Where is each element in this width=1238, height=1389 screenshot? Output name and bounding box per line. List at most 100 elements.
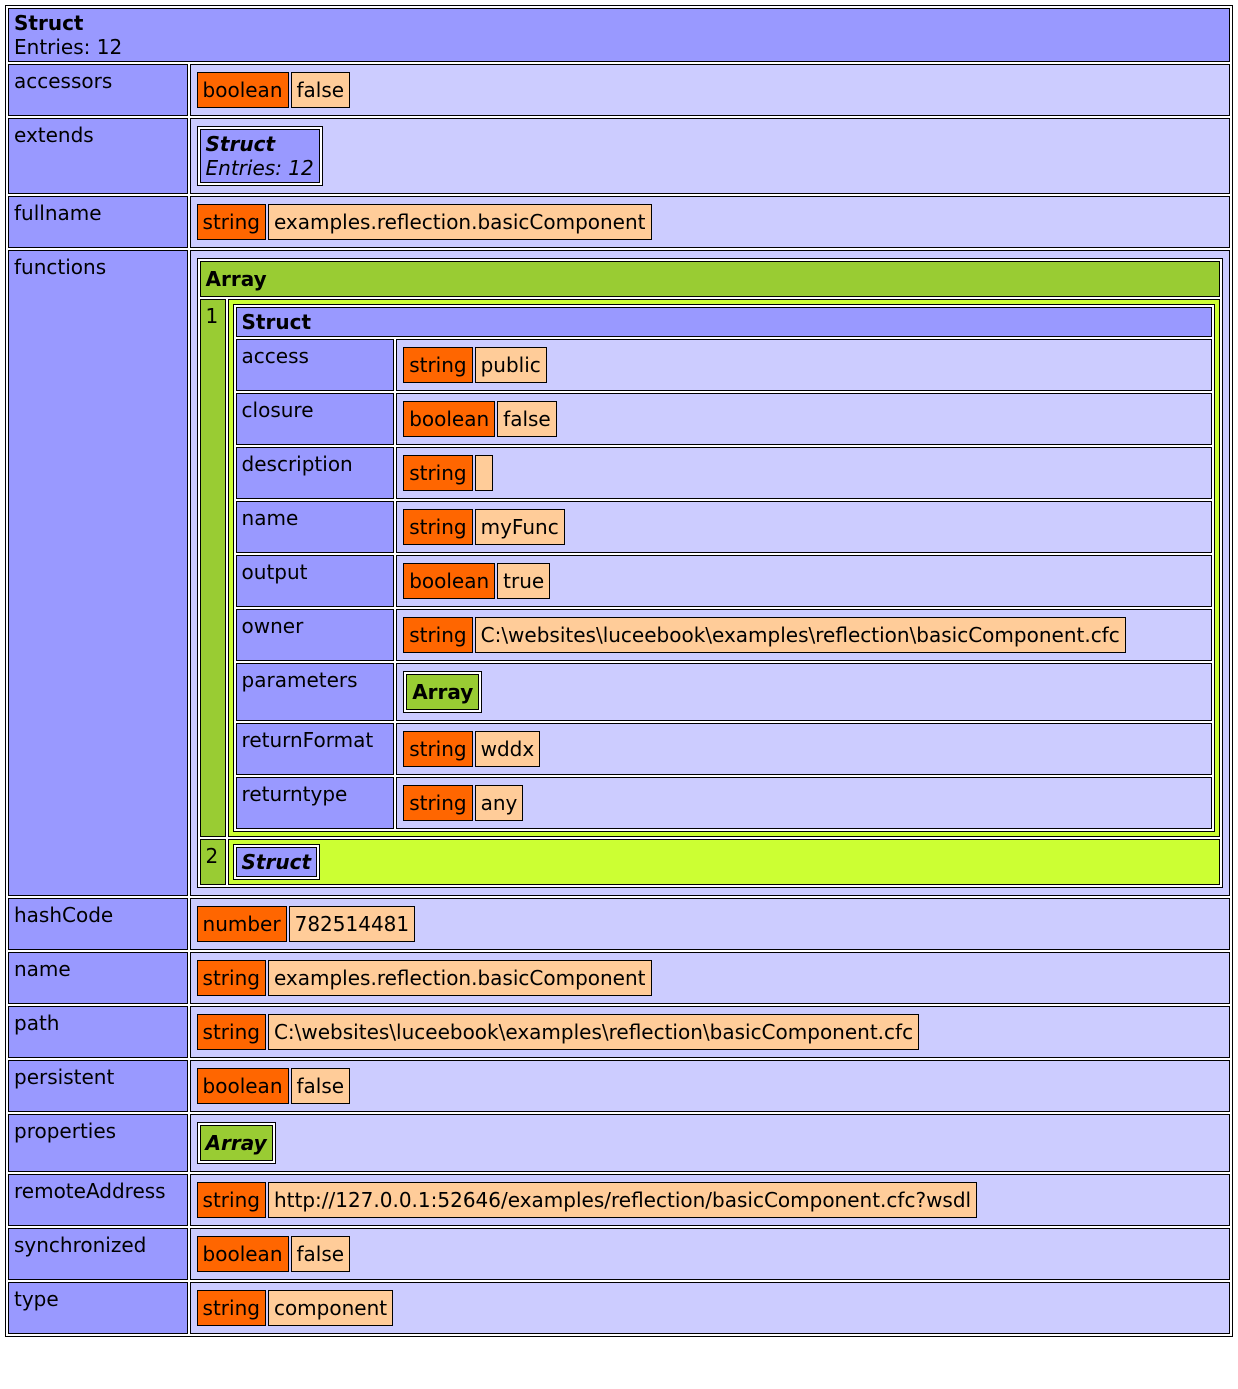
type-label: string	[403, 731, 473, 767]
value-label: any	[474, 785, 524, 821]
struct-header-row: Struct	[235, 847, 318, 877]
simple-value: string component	[195, 1290, 396, 1326]
struct-row: output boolean true	[235, 555, 1212, 607]
struct-key: extends	[8, 118, 188, 194]
simple-row: string	[403, 455, 493, 491]
simple-value: string examples.reflection.basicComponent	[195, 204, 654, 240]
value-label: myFunc	[474, 509, 565, 545]
simple-value: number 782514481	[195, 906, 418, 942]
simple-row: string public	[403, 347, 547, 383]
struct-value: string wddx	[396, 723, 1212, 775]
struct-title: Struct	[14, 11, 84, 35]
struct-value: boolean true	[396, 555, 1212, 607]
simple-row: string component	[196, 1290, 394, 1326]
type-label: string	[196, 1014, 266, 1050]
type-label: boolean	[403, 401, 496, 437]
simple-value: boolean false	[195, 1068, 353, 1104]
value-label: examples.reflection.basicComponent	[267, 204, 652, 240]
simple-value: boolean false	[401, 401, 559, 437]
struct-key: accessors	[8, 64, 188, 116]
struct-value: string	[396, 447, 1212, 499]
simple-row: string examples.reflection.basicComponent	[196, 204, 652, 240]
struct-value: Array	[189, 1114, 1230, 1172]
struct-title: Struct	[205, 132, 276, 156]
struct-header: Struct Entries: 12	[8, 8, 1230, 62]
struct-row: properties Array	[8, 1114, 1230, 1172]
type-label: string	[196, 1182, 266, 1218]
struct-key: name	[8, 952, 188, 1004]
struct-key: parameters	[235, 663, 395, 721]
simple-value: boolean true	[401, 563, 552, 599]
simple-row: string wddx	[403, 731, 541, 767]
array-row: 2 Struct	[199, 839, 1220, 885]
struct-key: output	[235, 555, 395, 607]
struct-value: string http://127.0.0.1:52646/examples/re…	[189, 1174, 1230, 1226]
struct-value: Array	[396, 663, 1212, 721]
struct-row: returntype string any	[235, 777, 1212, 829]
simple-row: string C:\websites\luceebook\examples\ref…	[196, 1014, 920, 1050]
struct-key: type	[8, 1282, 188, 1334]
array-value: Struct access string public closure boolean fa…	[227, 299, 1220, 837]
struct-key: synchronized	[8, 1228, 188, 1280]
struct-row: name string examples.reflection.basicCompo…	[8, 952, 1230, 1004]
struct-value: string examples.reflection.basicComponent	[189, 952, 1230, 1004]
value-label: false	[290, 72, 351, 108]
struct-key: closure	[235, 393, 395, 445]
array-header: Array	[199, 261, 1220, 297]
struct-value: boolean false	[189, 1228, 1230, 1280]
struct-row: fullname string examples.reflection.basicC…	[8, 196, 1230, 248]
struct-row: name string myFunc	[235, 501, 1212, 553]
simple-row: boolean false	[196, 1236, 351, 1272]
struct-header-row: Struct	[235, 307, 1212, 337]
struct-header: Struct	[235, 847, 318, 877]
struct-row: path string C:\websites\luceebook\examples…	[8, 1006, 1230, 1058]
array-header-row: Array	[199, 1125, 273, 1161]
struct-key: persistent	[8, 1060, 188, 1112]
simple-row: string myFunc	[403, 509, 565, 545]
struct-entries: Entries: 12	[14, 35, 123, 59]
type-label: boolean	[196, 1236, 289, 1272]
type-label: number	[196, 906, 287, 942]
struct-key: access	[235, 339, 395, 391]
value-label: false	[290, 1236, 351, 1272]
type-label: string	[403, 617, 473, 653]
simple-value: string any	[401, 785, 525, 821]
struct-row: synchronized boolean false	[8, 1228, 1230, 1280]
struct-table: Struct	[232, 844, 321, 880]
struct-row: extends Struct Entries: 12	[8, 118, 1230, 194]
array-header-row: Array	[406, 674, 480, 710]
type-label: boolean	[196, 72, 289, 108]
array-index: 1	[199, 299, 226, 837]
array-header: Array	[199, 1125, 273, 1161]
simple-row: boolean true	[403, 563, 551, 599]
struct-value: string C:\websites\luceebook\examples\ref…	[396, 609, 1212, 661]
type-label: string	[196, 1290, 266, 1326]
struct-row: remoteAddress string http://127.0.0.1:5264…	[8, 1174, 1230, 1226]
value-label: wddx	[474, 731, 541, 767]
struct-value: string any	[396, 777, 1212, 829]
struct-header: Struct Entries: 12	[199, 129, 320, 183]
struct-value: boolean false	[189, 64, 1230, 116]
simple-row: string http://127.0.0.1:52646/examples/re…	[196, 1182, 978, 1218]
simple-row: string examples.reflection.basicComponent	[196, 960, 652, 996]
struct-table: Struct Entries: 12 accessors boolean false ex…	[5, 5, 1233, 1337]
struct-entries: Entries: 12	[205, 156, 314, 180]
struct-value: Struct Entries: 12	[189, 118, 1230, 194]
value-label: false	[290, 1068, 351, 1104]
type-label: boolean	[196, 1068, 289, 1104]
struct-row: hashCode number 782514481	[8, 898, 1230, 950]
struct-value: boolean false	[396, 393, 1212, 445]
struct-value: string component	[189, 1282, 1230, 1334]
struct-key: path	[8, 1006, 188, 1058]
array-row: 1 Struct access string public closure boolean f…	[199, 299, 1220, 837]
struct-key: remoteAddress	[8, 1174, 188, 1226]
struct-key: hashCode	[8, 898, 188, 950]
struct-header: Struct	[235, 307, 1212, 337]
simple-value: string C:\websites\luceebook\examples\ref…	[401, 617, 1128, 653]
array-table: Array	[196, 1122, 276, 1164]
struct-key: returntype	[235, 777, 395, 829]
struct-key: properties	[8, 1114, 188, 1172]
struct-row: parameters Array	[235, 663, 1212, 721]
struct-value: boolean false	[189, 1060, 1230, 1112]
